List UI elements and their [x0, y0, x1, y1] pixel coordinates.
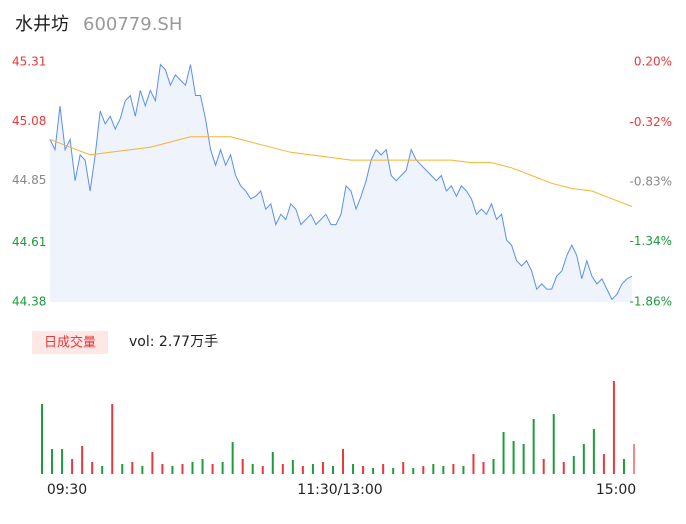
volume-bar: [321, 462, 324, 474]
price-line: [49, 63, 633, 301]
y-tick-label: 44.38: [12, 295, 46, 309]
volume-bar: [271, 452, 274, 474]
volume-bar: [622, 459, 625, 474]
stock-name: 水井坊: [15, 14, 69, 35]
volume-bar: [261, 466, 264, 474]
volume-bar: [291, 460, 294, 474]
volume-bar: [422, 466, 425, 474]
y2-tick-label: -1.34%: [630, 234, 672, 248]
volume-bar: [41, 404, 43, 474]
volume-bar: [191, 462, 194, 474]
y-tick-label: 45.31: [12, 55, 46, 69]
volume-bar: [482, 462, 485, 474]
volume-bar: [612, 381, 615, 474]
volume-bar: [572, 456, 575, 474]
volume-bar: [602, 454, 605, 474]
y2-tick-label: -0.83%: [630, 175, 672, 189]
volume-summary: vol: 2.77万手: [129, 334, 218, 350]
x-tick-label: 15:00: [596, 482, 636, 498]
volume-bar: [101, 466, 104, 474]
volume-bar: [542, 459, 545, 474]
volume-bar: [362, 466, 365, 474]
volume-bar: [141, 466, 144, 474]
volume-bar: [342, 449, 345, 474]
volume-bar: [231, 442, 234, 474]
y2-tick-label: -0.32%: [630, 115, 672, 129]
volume-bar: [151, 452, 154, 474]
volume-bar: [372, 468, 375, 474]
volume-bar: [412, 468, 415, 474]
volume-bar: [201, 459, 204, 474]
volume-bar: [171, 466, 174, 474]
volume-bar: [552, 414, 555, 474]
volume-label-bg: [32, 331, 108, 354]
y-tick-label: 44.61: [12, 235, 46, 249]
volume-bar: [311, 464, 314, 474]
y-tick-label: 44.85: [12, 173, 46, 187]
x-tick-label: 11:30/13:00: [297, 482, 382, 498]
volume-bar: [81, 446, 84, 474]
volume-bar: [211, 464, 214, 474]
y-tick-label: 45.08: [12, 114, 46, 128]
volume-bar: [492, 459, 495, 474]
volume-bar: [452, 464, 455, 474]
price-area: [50, 64, 632, 302]
volume-bar: [582, 444, 585, 474]
volume-bar: [522, 444, 525, 474]
volume-bar: [432, 464, 435, 474]
stock-code: 600779.SH: [83, 14, 182, 35]
volume-bar: [91, 462, 94, 474]
volume-bar: [532, 419, 535, 474]
x-tick-label: 09:30: [47, 482, 87, 498]
volume-bar: [402, 462, 405, 474]
volume-bar: [281, 464, 284, 474]
average-line: [49, 136, 633, 207]
volume-bar: [462, 466, 465, 474]
volume-bar: [633, 444, 635, 474]
volume-bar: [331, 466, 334, 474]
volume-bar: [71, 459, 74, 474]
volume-label: 日成交量: [44, 335, 96, 351]
y2-tick-label: 0.20%: [634, 55, 672, 69]
volume-bar: [221, 462, 224, 474]
volume-bar: [241, 459, 244, 474]
volume-bar: [562, 462, 565, 474]
volume-bar: [121, 464, 124, 474]
volume-bar: [502, 432, 505, 474]
volume-bar: [472, 454, 475, 474]
volume-bar: [111, 404, 114, 474]
volume-bar: [392, 468, 395, 474]
volume-bar: [61, 449, 64, 474]
volume-bar: [352, 464, 355, 474]
volume-bar: [592, 429, 595, 474]
volume-bar: [161, 464, 164, 474]
volume-bar: [251, 464, 254, 474]
y2-tick-label: -1.86%: [630, 295, 672, 309]
volume-bar: [301, 466, 304, 474]
volume-bar: [382, 464, 385, 474]
volume-bar: [512, 441, 515, 474]
volume-bar: [131, 462, 134, 474]
volume-bar: [51, 449, 54, 474]
volume-bar: [442, 466, 445, 474]
volume-bar: [181, 464, 184, 474]
